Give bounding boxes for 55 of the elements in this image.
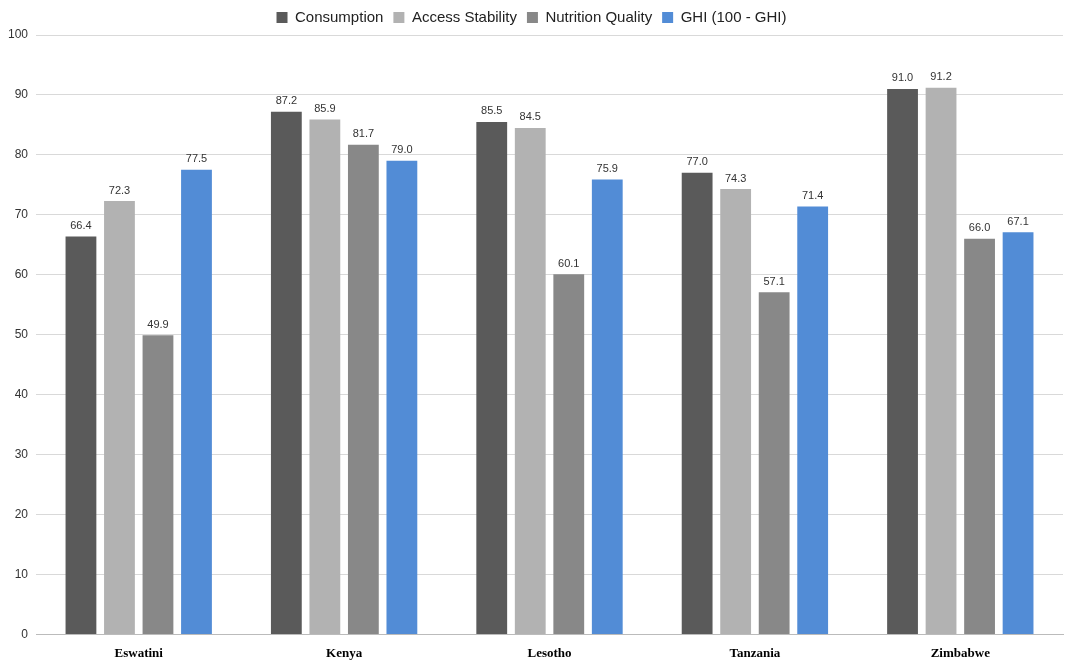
data-label: 66.0 bbox=[968, 221, 991, 234]
y-tick-label: 50 bbox=[14, 327, 29, 342]
data-label: 71.4 bbox=[801, 188, 824, 201]
y-tick-label: 20 bbox=[14, 506, 29, 521]
data-label: 85.9 bbox=[314, 102, 336, 115]
y-tick-label: 100 bbox=[7, 27, 29, 42]
bar bbox=[964, 238, 995, 634]
bar bbox=[681, 172, 713, 634]
bar bbox=[797, 206, 829, 634]
y-tick-label: 80 bbox=[14, 147, 29, 162]
bar bbox=[347, 144, 379, 634]
data-label: 72.3 bbox=[108, 183, 131, 196]
data-label: 66.4 bbox=[70, 218, 92, 231]
data-label: 84.5 bbox=[519, 110, 541, 123]
y-tick-label: 70 bbox=[14, 207, 29, 222]
y-tick-label: 30 bbox=[14, 446, 29, 461]
data-label: 67.1 bbox=[1007, 214, 1029, 227]
legend-label: Access Stability bbox=[411, 7, 518, 25]
y-tick-label: 10 bbox=[14, 566, 29, 581]
data-label: 91.2 bbox=[930, 70, 952, 83]
x-tick-label: Kenya bbox=[326, 644, 363, 660]
y-tick-label: 60 bbox=[14, 267, 29, 282]
bar bbox=[591, 179, 623, 634]
data-label: 75.9 bbox=[596, 161, 618, 174]
x-tick-label: Tanzania bbox=[729, 644, 781, 660]
legend-label: GHI (100 - GHI) bbox=[680, 7, 787, 25]
bar bbox=[65, 236, 97, 634]
data-label: 77.5 bbox=[185, 152, 208, 165]
x-tick-label: Zimbabwe bbox=[930, 644, 991, 660]
x-tick-label: Eswatini bbox=[114, 644, 164, 660]
bar bbox=[887, 88, 918, 634]
bar bbox=[181, 169, 212, 634]
data-label: 91.0 bbox=[891, 71, 914, 84]
data-label: 79.0 bbox=[391, 143, 413, 156]
data-label: 60.1 bbox=[558, 256, 580, 269]
bar bbox=[1002, 232, 1034, 634]
data-label: 74.3 bbox=[724, 171, 747, 184]
bar bbox=[553, 274, 585, 634]
legend-label: Nutrition Quality bbox=[545, 7, 653, 25]
bar bbox=[142, 335, 174, 634]
data-label: 81.7 bbox=[352, 127, 375, 140]
data-label: 57.1 bbox=[763, 274, 785, 287]
bar bbox=[476, 121, 508, 634]
legend-label: Consumption bbox=[295, 7, 384, 25]
data-label: 49.9 bbox=[147, 317, 169, 330]
y-tick-label: 0 bbox=[21, 626, 29, 641]
bar bbox=[270, 111, 302, 634]
x-tick-label: Lesotho bbox=[527, 644, 572, 660]
data-label: 87.2 bbox=[275, 94, 298, 107]
bar bbox=[386, 160, 418, 634]
y-tick-label: 90 bbox=[14, 87, 29, 102]
bar bbox=[758, 292, 790, 634]
y-tick-label: 40 bbox=[14, 386, 29, 401]
data-label: 85.5 bbox=[481, 104, 503, 117]
data-label: 77.0 bbox=[686, 155, 708, 168]
